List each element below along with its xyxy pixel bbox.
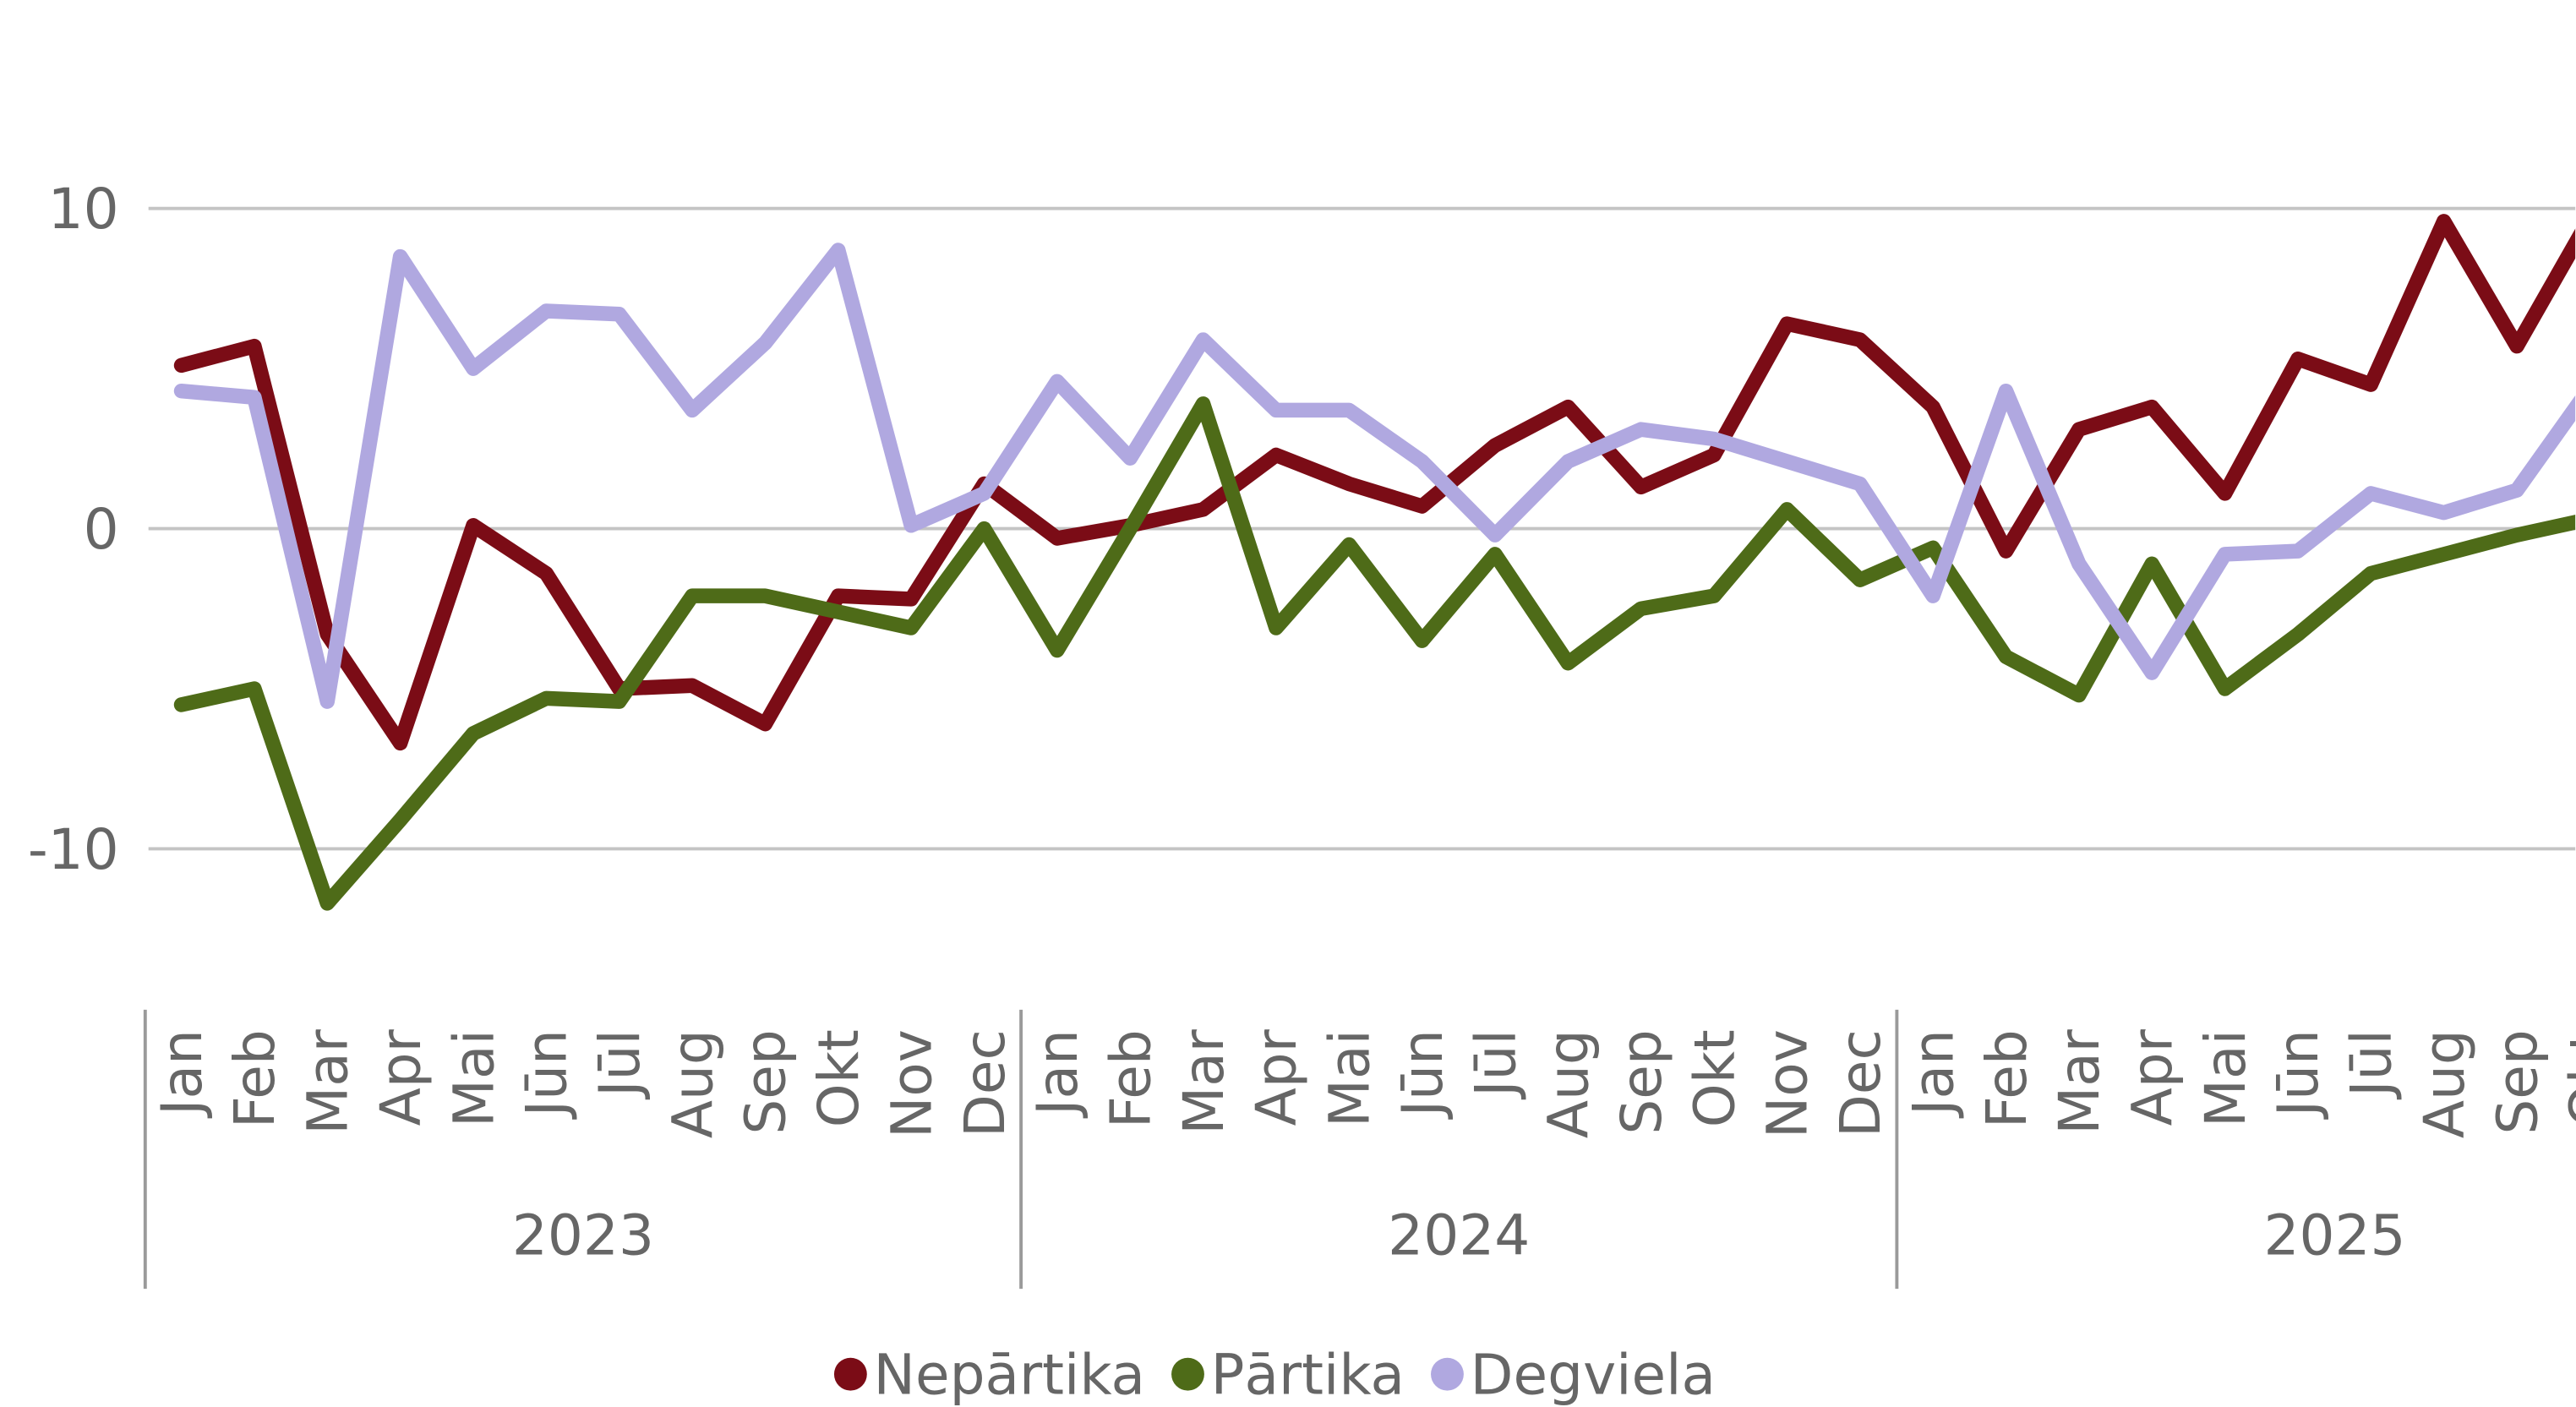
x-tick-label: Okt [2558,1029,2576,1127]
year-label: 2024 [1388,1202,1530,1268]
x-tick-label: Mai [1318,1029,1383,1127]
year-label: 2025 [2264,1202,2406,1268]
x-tick-label: Nov [1755,1029,1820,1138]
x-tick-label: Apr [368,1028,434,1126]
x-tick-label: Jūn [1390,1029,1455,1120]
legend-marker [833,1357,867,1391]
grid: -10 0 10 [28,177,2576,882]
plot-area [173,214,2576,911]
x-tick-label: Mar [2047,1028,2112,1134]
legend: Nepārtika Pārtika Degviela [833,1342,1716,1407]
x-tick-label: Aug [2412,1029,2477,1138]
x-tick-label: Okt [1682,1029,1747,1127]
x-tick-label: Jan [1025,1029,1090,1119]
x-tick-label: Nov [879,1029,944,1138]
x-tick-label: Feb [222,1029,287,1128]
x-tick-label: Mar [296,1028,361,1134]
x-tick-label: Aug [1536,1029,1602,1138]
x-tick-label: Jūn [515,1029,580,1120]
y-tick-label: 10 [48,177,119,242]
x-tick-label: Jūl [587,1029,652,1100]
line-series [173,214,2576,751]
x-tick-label: Mar [1171,1028,1236,1134]
x-tick-label: Aug [660,1029,725,1138]
x-tick-label: Mai [2193,1029,2258,1127]
x-tick-label: Feb [1974,1029,2039,1128]
x-tick-label: Jan [1901,1029,1966,1119]
x-tick-label: Apr [1244,1028,1309,1126]
x-tick-label: Jūl [1463,1029,1528,1100]
x-tick-label: Sep [1609,1029,1674,1134]
x-tick-label: Sep [2485,1029,2550,1134]
x-axis: Jan Feb Mar Apr Mai Jūn Jūl Aug Sep Okt Nov Dec Jan F… [143,1009,2576,1290]
x-tick-label: Jūn [2266,1029,2331,1120]
x-tick-label: Sep [734,1029,799,1134]
year-label: 2023 [512,1202,654,1268]
x-tick-label: Dec [1828,1029,1893,1137]
y-tick-label: 0 [84,497,119,562]
legend-marker [1431,1357,1464,1391]
line-series [173,243,2576,709]
x-tick-label: Okt [806,1029,871,1127]
x-tick-label: Feb [1099,1029,1164,1128]
x-tick-label: Mai [441,1029,506,1127]
x-tick-label: Jan [150,1029,215,1119]
legend-label: Pārtika [1211,1342,1405,1407]
y-tick-label: -10 [28,817,119,882]
x-tick-label: Jūl [2339,1029,2404,1100]
legend-label: Degviela [1471,1342,1716,1407]
x-tick-label: Apr [2120,1028,2186,1126]
x-tick-label: Dec [952,1029,1018,1137]
legend-label: Nepārtika [874,1342,1145,1407]
legend-marker [1171,1357,1204,1391]
